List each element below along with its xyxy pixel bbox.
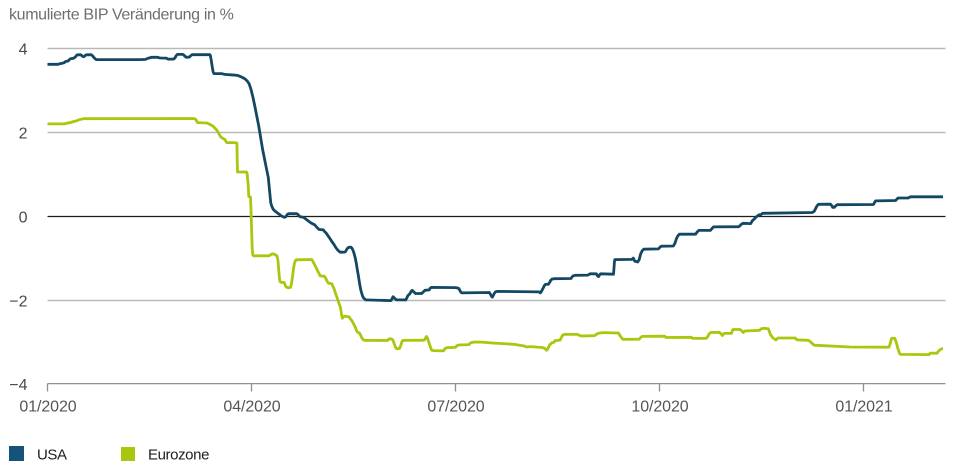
svg-text:07/2020: 07/2020 <box>427 399 484 416</box>
svg-text:4: 4 <box>19 41 28 58</box>
svg-text:−2: −2 <box>9 293 27 310</box>
svg-text:USA: USA <box>37 446 67 463</box>
svg-text:01/2021: 01/2021 <box>835 399 892 416</box>
svg-text:01/2020: 01/2020 <box>19 399 76 416</box>
svg-text:10/2020: 10/2020 <box>631 399 688 416</box>
svg-text:04/2020: 04/2020 <box>223 399 280 416</box>
svg-text:2: 2 <box>19 125 28 142</box>
svg-text:0: 0 <box>19 209 28 226</box>
svg-text:−4: −4 <box>9 377 27 394</box>
svg-text:Eurozone: Eurozone <box>148 446 209 463</box>
svg-text:kumulierte BIP Veränderung in: kumulierte BIP Veränderung in % <box>9 7 234 24</box>
